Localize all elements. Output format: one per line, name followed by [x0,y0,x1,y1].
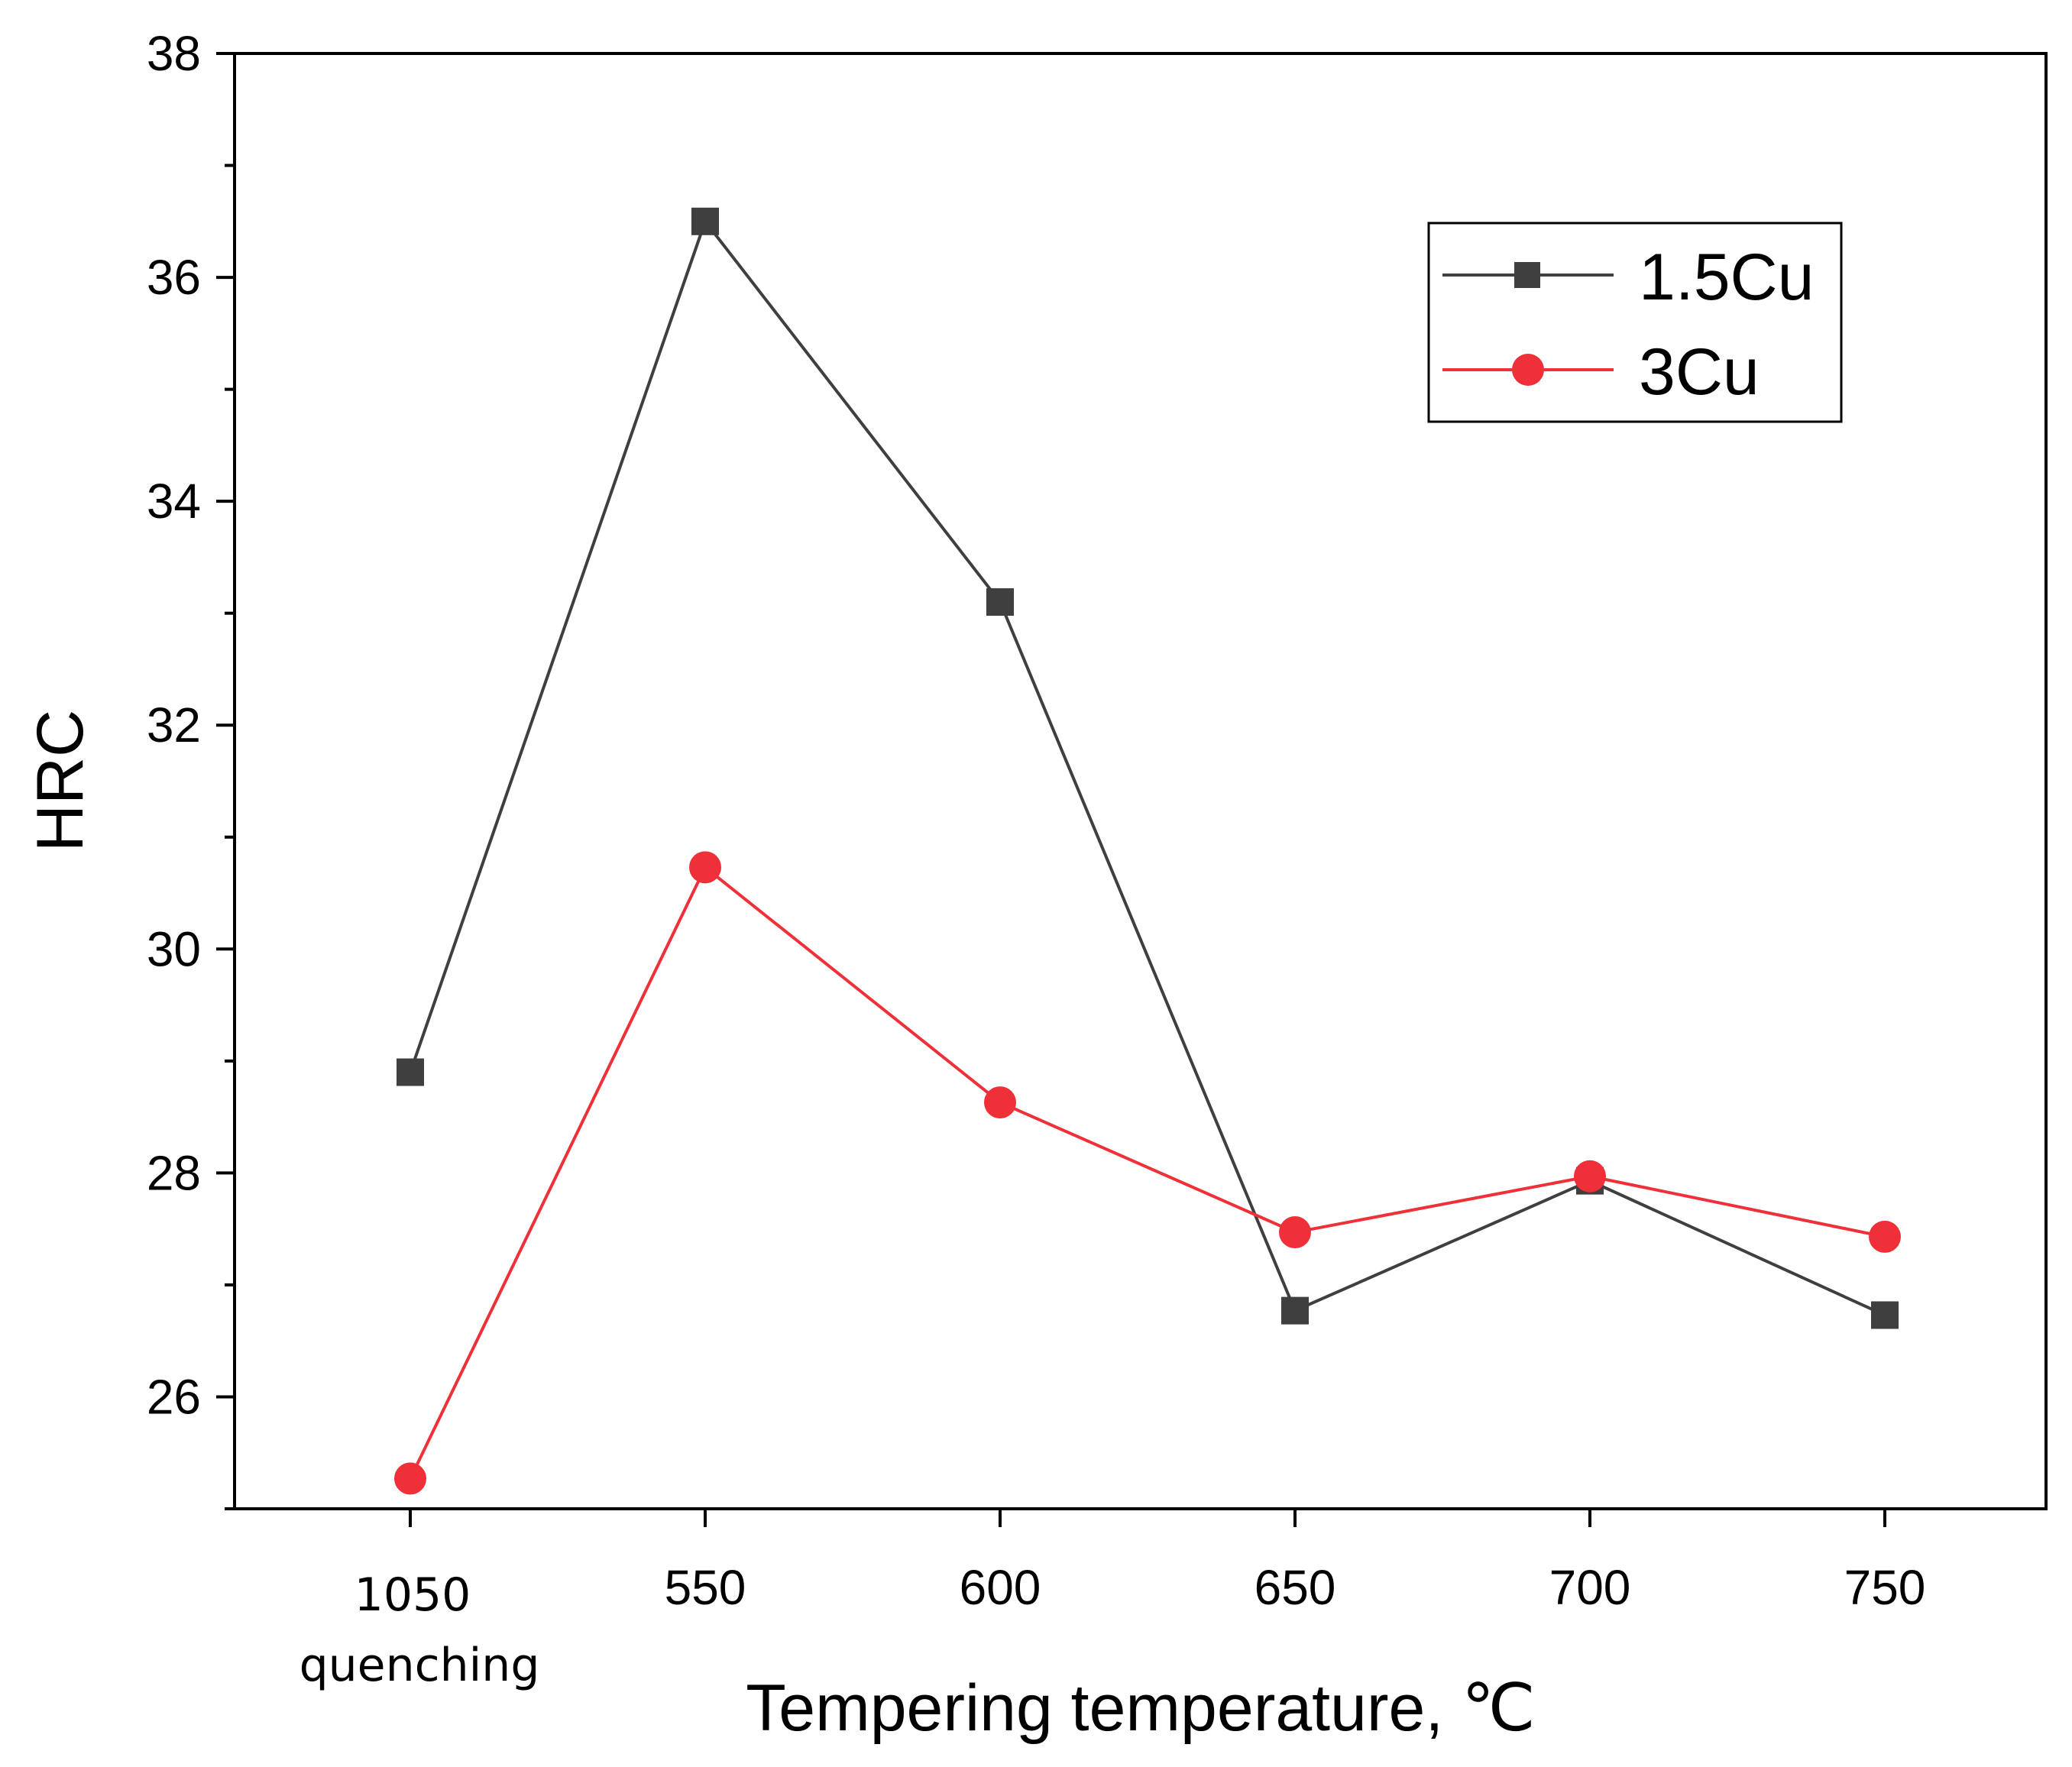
x-tick-label: 600 [960,1560,1041,1615]
data-point-3cu [394,1462,426,1495]
data-point-1-5cu [1871,1301,1899,1329]
x-tick-sublabel: quenching [299,1639,540,1692]
legend-marker-3cu [1512,354,1544,386]
y-tick-label: 38 [147,26,201,81]
x-axis-title: Tempering temperature, ℃ [746,1672,1535,1745]
y-axis: 26 28 30 32 34 36 38 [147,26,235,1510]
y-tick-label: 32 [147,697,201,752]
data-point-3cu [984,1086,1016,1119]
series-layer [394,207,1901,1495]
data-point-1-5cu [691,207,719,235]
y-tick-label: 26 [147,1369,201,1424]
x-tick-label: 550 [665,1560,746,1615]
data-point-1-5cu [986,588,1014,617]
data-point-3cu [1279,1216,1311,1249]
series-line-3cu [409,865,1886,1480]
data-point-3cu [689,851,721,884]
x-tick-label: 700 [1549,1560,1631,1615]
x-tick-label: 650 [1255,1560,1336,1615]
legend-label-1-5cu: 1.5Cu [1639,241,1815,314]
y-axis-title: HRC [24,710,97,852]
legend: 1.5Cu 3Cu [1427,222,1843,423]
y-tick-label: 28 [147,1145,201,1200]
series-line-1-5cu [409,218,1886,1317]
data-point-1-5cu [1281,1296,1309,1325]
y-tick-label: 34 [147,474,201,529]
x-tick-label: 1050 [355,1568,471,1622]
x-tick-label: 750 [1844,1560,1926,1615]
legend-marker-1-5cu [1514,262,1540,288]
legend-label-3cu: 3Cu [1639,335,1760,409]
data-point-3cu [1574,1160,1606,1193]
legend-box [1427,222,1843,423]
data-point-1-5cu [397,1058,424,1086]
y-tick-label: 30 [147,921,201,976]
y-tick-label: 36 [147,250,201,305]
x-axis: 1050 quenching 550 600 650 700 750 [299,1509,1926,1692]
plot-frame [233,52,2048,1510]
data-point-3cu [1869,1220,1901,1253]
